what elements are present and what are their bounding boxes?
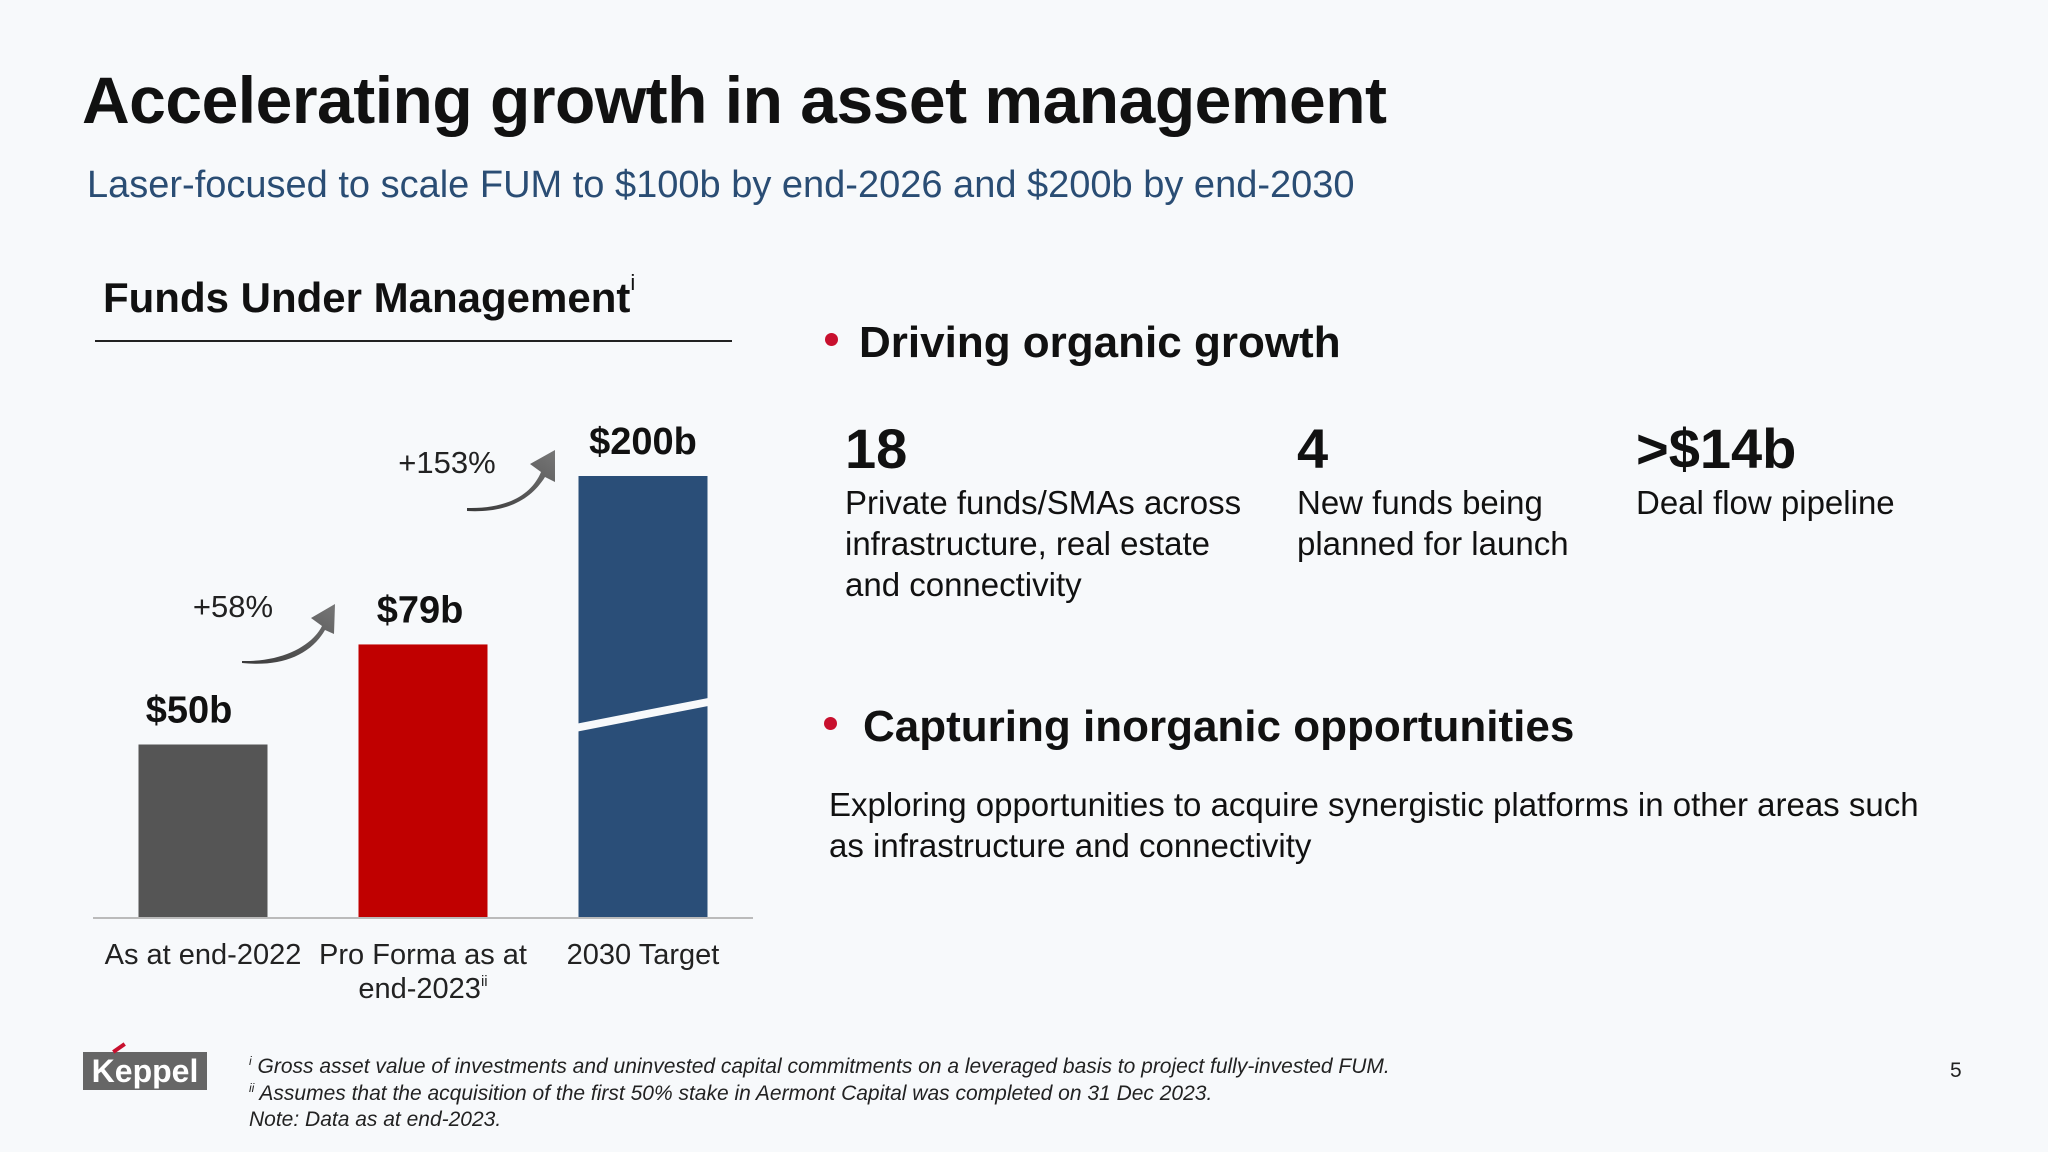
growth-arrow-2 (467, 450, 555, 512)
chart-heading-text: Funds Under Management (103, 274, 631, 321)
footnote-2-text: Assumes that the acquisition of the firs… (259, 1082, 1213, 1105)
bar-3 (578, 476, 708, 917)
x-tick-footnote-mark: ii (481, 973, 488, 990)
bar-2 (358, 644, 488, 917)
organic-title: Driving organic growth (859, 318, 1341, 367)
inorganic-title: Capturing inorganic opportunities (863, 702, 1575, 751)
stat-desc-pipeline: Deal flow pipeline (1636, 484, 1895, 521)
keppel-logo: Keppel (83, 1052, 207, 1090)
stat-value-new-funds: 4 (1297, 417, 1329, 480)
stat-value-pipeline: >$14b (1636, 417, 1797, 480)
bullet-organic (825, 333, 838, 346)
footnote-2-mark: ii (249, 1081, 255, 1095)
bar-value-label-2: $79b (377, 589, 464, 631)
axis-break-mark (576, 697, 710, 732)
growth-arrow-1 (242, 604, 335, 664)
footnote-1-text: Gross asset value of investments and uni… (257, 1055, 1390, 1078)
x-tick-label-2b: end-2023ii (358, 973, 487, 1005)
bullet-inorganic (824, 717, 837, 730)
chart-heading-footnote-mark: i (630, 270, 636, 295)
inorganic-text: Exploring opportunities to acquire syner… (829, 786, 1919, 864)
stat-desc-new-funds: New funds being planned for launch (1297, 484, 1569, 562)
footnote-3: Note: Data as at end-2023. (249, 1108, 502, 1131)
slide-title: Accelerating growth in asset management (82, 63, 1387, 137)
footnote-1: i Gross asset value of investments and u… (249, 1054, 1390, 1079)
growth-label-1: +58% (193, 589, 273, 624)
x-tick-label-1: As at end-2022 (105, 939, 302, 971)
slide-subtitle: Laser-focused to scale FUM to $100b by e… (87, 164, 1355, 206)
bar-value-label-1: $50b (146, 690, 233, 732)
bar-value-label-3: $200b (589, 421, 697, 463)
fum-bar-chart: $50b$79b$200b +58% +153% As at end-2022 … (93, 421, 753, 1005)
x-tick-label-3: 2030 Target (567, 939, 720, 971)
bar-1 (138, 744, 268, 917)
stat-value-funds: 18 (845, 417, 908, 480)
chart-heading: Funds Under Managementi (103, 270, 635, 322)
footnote-2: ii Assumes that the acquisition of the f… (249, 1081, 1212, 1106)
page-number: 5 (1950, 1059, 1962, 1082)
growth-label-2: +153% (398, 445, 495, 480)
footnote-1-mark: i (249, 1054, 252, 1068)
chart-heading-rule (95, 340, 732, 342)
stat-desc-funds: Private funds/SMAs across infrastructure… (845, 484, 1242, 603)
x-tick-label-2a: Pro Forma as at (319, 939, 527, 971)
